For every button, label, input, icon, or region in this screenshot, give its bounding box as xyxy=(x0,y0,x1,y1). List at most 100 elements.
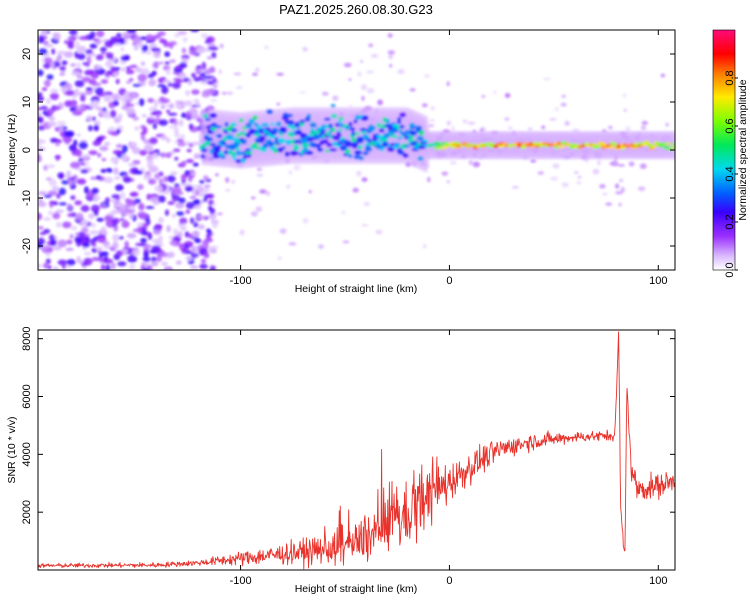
spectrogram-y-tick-label: -10 xyxy=(21,190,33,206)
spectrogram-cell xyxy=(416,135,424,141)
spectrogram-cell xyxy=(158,235,164,243)
spectrogram-cell xyxy=(201,240,210,244)
spectrogram-cell xyxy=(191,89,200,95)
spectrogram-cell xyxy=(255,206,263,212)
spectrogram-cell xyxy=(56,193,61,199)
spectrogram-cell xyxy=(64,39,69,45)
spectrogram-cell xyxy=(57,239,67,248)
spectrogram-cell xyxy=(209,143,217,147)
spectrogram-cell xyxy=(184,231,190,238)
spectrogram-cell xyxy=(68,144,77,152)
spectrogram-cell xyxy=(158,178,163,184)
spectrogram-cell xyxy=(361,177,368,183)
spectrogram-cell xyxy=(409,88,416,92)
spectrogram-cell xyxy=(279,228,287,235)
spectrogram-cell xyxy=(44,79,51,88)
spectrogram-cell xyxy=(118,236,124,240)
spectrogram-cell xyxy=(389,63,393,68)
spectrogram-cell xyxy=(576,181,581,185)
spectrogram-cell xyxy=(104,40,114,48)
spectrogram-cell xyxy=(39,231,47,236)
spectrogram-cell xyxy=(127,254,138,263)
snr-x-tick-label: 0 xyxy=(446,575,452,587)
spectrogram-cell xyxy=(128,162,138,167)
spectrogram-cell xyxy=(104,243,111,250)
spectrogram-cell xyxy=(148,78,157,87)
spectrogram-cell xyxy=(321,91,329,96)
spectrogram-cell xyxy=(262,143,269,149)
spectrogram-cell xyxy=(317,147,324,152)
spectrogram-cell xyxy=(185,209,191,214)
spectrogram-cell xyxy=(179,217,188,225)
spectrogram-cell xyxy=(396,120,402,124)
spectrogram-cell xyxy=(302,46,308,52)
spectrogram-cell xyxy=(38,263,42,268)
spectrogram-cell xyxy=(247,154,252,158)
spectrogram-cell xyxy=(38,201,47,208)
spectrogram-cell xyxy=(73,139,78,146)
spectrogram-cell xyxy=(66,259,76,266)
spectrogram-cell xyxy=(221,141,227,146)
spectrogram-cell xyxy=(422,243,427,249)
spectrogram-cell xyxy=(504,93,511,98)
spectrogram-cell xyxy=(168,235,174,240)
spectrogram-cell xyxy=(69,234,74,239)
spectrogram-cell xyxy=(78,36,89,41)
spectrogram-cell xyxy=(167,201,175,205)
spectrogram-cell xyxy=(201,33,208,39)
spectrogram-cell xyxy=(139,149,148,156)
spectrogram-cell xyxy=(109,130,118,136)
spectrogram-cell xyxy=(181,223,186,230)
spectrogram-cell xyxy=(493,90,497,94)
spectrogram-cell xyxy=(154,173,161,180)
spectrogram-cell xyxy=(206,56,213,60)
spectrogram-cell xyxy=(399,124,405,129)
spectrogram-cell xyxy=(225,188,231,192)
spectrogram-cell xyxy=(185,202,196,209)
spectrogram-cell xyxy=(211,51,217,59)
spectrogram-cell xyxy=(208,212,217,220)
spectrogram-cell xyxy=(199,263,208,270)
spectrogram-cell xyxy=(148,115,155,120)
spectrogram-cell xyxy=(256,174,264,177)
spectrogram-cell xyxy=(360,60,364,63)
spectrogram-cell xyxy=(207,205,213,211)
spectrogram-cell xyxy=(200,154,206,159)
spectrogram-cell xyxy=(607,145,614,149)
spectrogram-cell xyxy=(361,84,367,91)
spectrogram-cell xyxy=(74,200,82,206)
spectrogram-cell xyxy=(94,87,104,95)
spectrogram-cell xyxy=(62,221,72,229)
spectrogram-cell xyxy=(146,193,151,201)
colorbar-tick-label: 0.2 xyxy=(724,214,736,229)
spectrogram-cell xyxy=(99,145,109,152)
spectrogram-cell xyxy=(417,156,424,162)
spectrogram-cell xyxy=(111,209,118,214)
spectrogram-cell xyxy=(181,47,187,54)
spectrogram-cell xyxy=(112,234,120,242)
spectrogram-cell xyxy=(38,95,45,102)
spectrogram-cell xyxy=(129,263,136,270)
spectrogram-cell xyxy=(149,137,158,145)
snr-series-line xyxy=(38,331,675,570)
spectrogram-cell xyxy=(190,114,200,120)
spectrogram-cell xyxy=(224,122,229,127)
spectrogram-cell xyxy=(69,106,77,112)
spectrogram-cell xyxy=(95,175,102,180)
spectrogram-cell xyxy=(125,103,135,107)
spectrogram-cell xyxy=(38,212,43,221)
spectrogram-cell xyxy=(608,125,613,130)
spectrogram-cell xyxy=(95,246,104,251)
spectrogram-cell xyxy=(446,120,451,126)
spectrogram-cell xyxy=(72,110,82,116)
spectrogram-cell xyxy=(70,71,81,76)
spectrogram-cell xyxy=(360,130,367,135)
spectrogram-cell xyxy=(134,126,140,131)
spectrogram-cell xyxy=(212,84,218,89)
spectrogram-cell xyxy=(250,196,256,200)
spectrogram-cell xyxy=(145,34,154,42)
spectrogram-cell xyxy=(637,186,646,191)
spectrogram-cell xyxy=(95,54,104,61)
spectrogram-cell xyxy=(650,144,657,148)
spectrogram-cell xyxy=(43,62,51,69)
